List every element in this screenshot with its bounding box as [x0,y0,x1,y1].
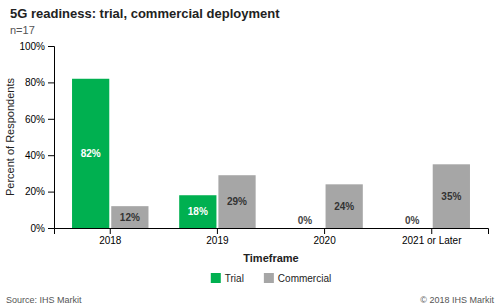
y-tick-mark [48,82,54,83]
x-tick: 2019 [206,228,229,246]
y-tick-label: 0% [31,223,46,234]
y-tick-mark [48,155,54,156]
x-axis-line [55,229,489,235]
title: 5G readiness: trial, commercial deployme… [10,6,280,21]
y-tick: 40% [25,150,54,161]
bar [433,164,470,228]
x-tick-mark [431,228,432,234]
bars [72,79,470,228]
bar [72,79,109,228]
legend-label: Commercial [278,273,331,284]
y-tick-label: 20% [25,186,45,197]
legend-item: Commercial [264,273,331,284]
y-tick-label: 60% [25,114,45,125]
y-tick: 0% [31,223,54,234]
plot-area: 0% 20% 40% 60% 80% 100% 2018 2019 2020 2021 or La… [19,41,488,246]
y-tick-label: 40% [25,150,45,161]
x-tick-label: 2020 [313,235,336,246]
y-tick: 20% [25,186,54,197]
y-axis-title: Percent of Respondents [4,77,16,196]
y-tick: 80% [25,77,54,88]
data-label: 18% [188,206,208,217]
legend-item: Trial [211,273,244,284]
data-labels: 82% 18% 0% 0% 12% 29% 24% 35% [81,148,462,226]
y-axis: 0% 20% 40% 60% 80% 100% [19,41,54,234]
data-label: 82% [81,148,101,159]
bar [286,228,323,229]
data-label: 29% [227,196,247,207]
x-tick: 2021 or Later [402,228,462,246]
legend-swatch [211,273,221,283]
x-tick-label: 2019 [206,235,229,246]
chart-container: 5G readiness: trial, commercial deployme… [0,0,500,308]
y-tick-mark [48,119,54,120]
y-tick-label: 80% [25,77,45,88]
chart: 5G readiness: trial, commercial deployme… [0,0,500,308]
bar [218,175,255,228]
annotation: © 2018 IHS Markit [420,295,494,305]
y-tick: 60% [25,114,54,125]
x-axis-title: Timeframe [243,252,298,264]
bar [179,195,216,228]
data-label: 0% [298,215,313,226]
legend-label: Trial [225,273,244,284]
data-label: 35% [441,191,461,202]
x-tick-mark [110,228,111,234]
data-label: 12% [120,212,140,223]
subtitle: n=17 [10,24,35,36]
y-tick-label: 100% [19,41,45,52]
x-tick-label: 2021 or Later [402,235,462,246]
x-tick: 2020 [313,228,336,246]
y-tick-mark [48,192,54,193]
legend-swatch [264,273,274,283]
legend: Trial Commercial [211,273,331,284]
x-tick: 2018 [99,228,122,246]
x-tick-label: 2018 [99,235,122,246]
x-tick-mark [217,228,218,234]
y-axis-line [48,47,55,229]
bar [326,184,363,228]
y-tick-mark [48,46,54,47]
x-axis: 2018 2019 2020 2021 or Later [55,228,489,246]
y-tick-mark [48,228,54,229]
data-label: 24% [334,201,354,212]
annotation: Source: IHS Markit [6,295,82,305]
data-label: 0% [405,215,420,226]
x-tick-mark [324,228,325,234]
bar [111,206,148,228]
y-tick: 100% [19,41,54,52]
bar [394,228,431,229]
